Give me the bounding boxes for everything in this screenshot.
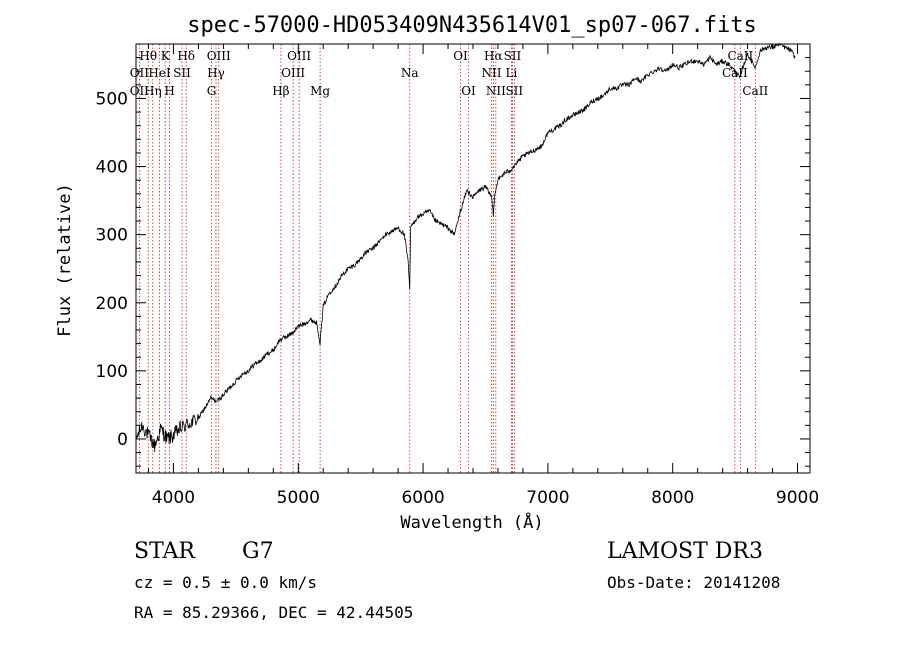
line-label: Hθ — [139, 49, 157, 63]
line-label: Hγ — [207, 66, 225, 80]
line-label: SII — [504, 49, 522, 63]
object-subclass: G7 — [242, 539, 274, 564]
line-label: OIII — [287, 49, 311, 63]
line-label: NII — [481, 66, 501, 80]
line-label: HeI — [148, 66, 171, 80]
obs-date-readout: Obs-Date: 20141208 — [607, 573, 780, 592]
y-tick-label: 0 — [117, 430, 128, 450]
y-tick-label: 500 — [96, 89, 128, 109]
line-label: OIII — [281, 66, 305, 80]
line-label: OI — [461, 84, 476, 98]
x-tick-label: 4000 — [152, 488, 195, 508]
x-tick-label: 6000 — [401, 488, 444, 508]
line-label: SII — [505, 84, 523, 98]
line-label: NII — [486, 84, 506, 98]
redshift-readout: cz = 0.5 ± 0.0 km/s — [134, 573, 317, 592]
y-tick-label: 400 — [96, 158, 128, 178]
line-label: Hη — [144, 84, 162, 98]
chart-title: spec-57000-HD053409N435614V01_sp07-067.f… — [187, 13, 757, 38]
spectral-line-markers — [138, 44, 756, 473]
line-label: Hδ — [177, 49, 195, 63]
y-tick-label: 100 — [96, 362, 128, 382]
line-label: G — [207, 84, 217, 98]
x-tick-label: 9000 — [776, 488, 819, 508]
line-label: CaII — [722, 66, 748, 80]
y-tick-label: 300 — [96, 226, 128, 246]
x-tick-label: 8000 — [651, 488, 694, 508]
x-tick-label: 7000 — [526, 488, 569, 508]
y-tick-labels: 0 100 200 300 400 500 — [96, 89, 128, 449]
axis-ticks — [136, 43, 810, 473]
line-label: OII — [130, 84, 150, 98]
y-tick-label: 200 — [96, 294, 128, 314]
line-label: CaII — [727, 49, 753, 63]
line-label: OII — [130, 66, 150, 80]
x-axis-label: Wavelength (Å) — [400, 511, 543, 533]
y-axis-label: Flux (relative) — [55, 183, 75, 337]
line-label: Mg — [310, 84, 330, 98]
survey-name: LAMOST DR3 — [607, 539, 763, 564]
object-class: STAR — [134, 539, 196, 564]
x-tick-label: 5000 — [277, 488, 320, 508]
line-label: SII — [173, 66, 191, 80]
line-label: Hα — [484, 49, 503, 63]
line-label: Li — [506, 66, 518, 80]
x-tick-labels: 4000 5000 6000 7000 8000 9000 — [152, 488, 819, 508]
line-label: OIII — [207, 49, 231, 63]
spectrum-series-group — [135, 42, 796, 452]
spectrum-line — [135, 42, 796, 452]
line-label: OI — [453, 49, 468, 63]
line-label: Hβ — [272, 84, 289, 98]
coordinates-readout: RA = 85.29366, DEC = 42.44505 — [134, 603, 413, 622]
line-label: K — [161, 49, 171, 63]
line-label: H — [164, 84, 174, 98]
line-label: CaII — [742, 84, 768, 98]
line-label: Na — [401, 66, 419, 80]
